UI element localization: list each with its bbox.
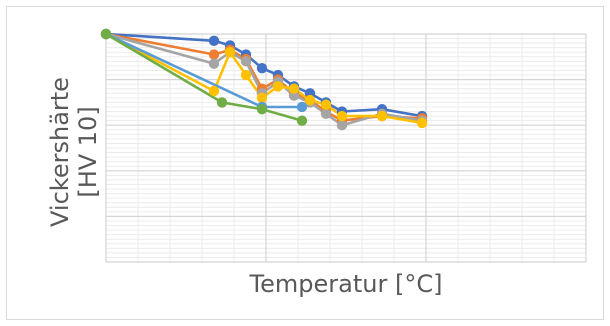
series-1-point [208, 35, 220, 47]
series-4-point [288, 83, 300, 94]
series-5-point [296, 101, 308, 113]
series-4-point [224, 47, 236, 58]
series-4-point [416, 117, 428, 129]
series-4-point [376, 110, 388, 122]
series-4-point [304, 94, 316, 106]
series-4-point [240, 69, 252, 81]
series-3-point [240, 56, 252, 67]
y-axis-title-line2: [HV 10] [74, 106, 102, 197]
series-3-point [320, 108, 332, 120]
y-axis-title: Vickershärte [HV 10] [46, 77, 102, 227]
series-6-point [296, 115, 308, 126]
series-6-point [216, 97, 228, 108]
series-4-point [256, 92, 268, 104]
series-4-point [272, 81, 284, 92]
series-6-point [256, 104, 268, 115]
series-4-point [320, 99, 332, 110]
series-3-point [336, 120, 348, 131]
series-layer [100, 28, 428, 131]
series-4-point [336, 110, 348, 122]
y-axis-title-line1: Vickershärte [46, 77, 74, 227]
minor-gridlines [106, 34, 586, 262]
x-axis-title: Temperatur [°C] [249, 270, 443, 298]
series-line-6 [105, 32, 303, 122]
series-line-4 [105, 32, 423, 125]
series-1-point [256, 62, 268, 74]
series-3-point [208, 58, 220, 69]
series-2-point [208, 49, 220, 60]
series-4-point [208, 85, 220, 97]
series-6-point [100, 28, 112, 40]
